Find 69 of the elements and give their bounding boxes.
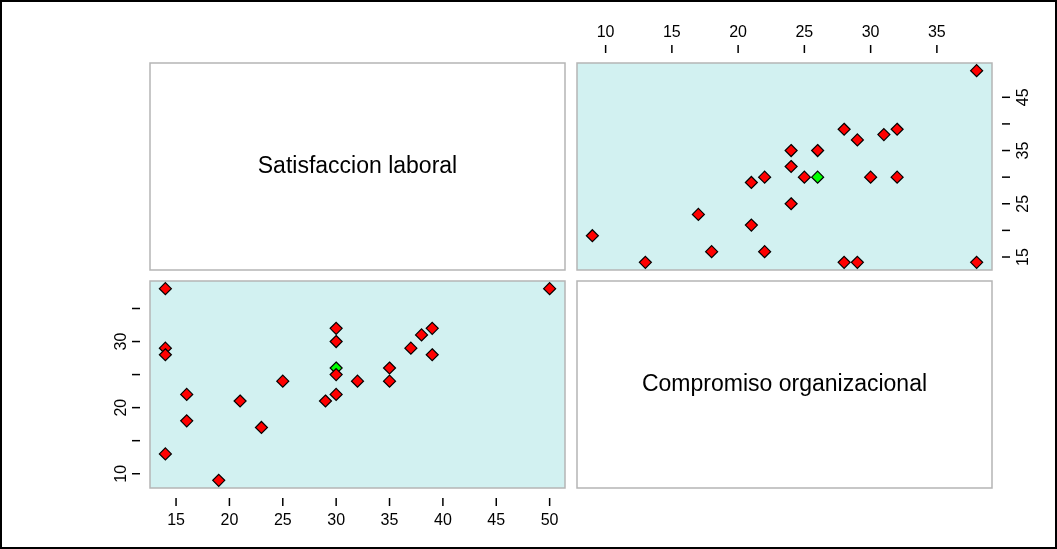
point (276, 374, 290, 388)
text: Satisfaccion laboral (257, 151, 458, 178)
point (758, 170, 772, 184)
point (329, 387, 343, 402)
point (744, 218, 758, 232)
point (784, 159, 798, 174)
x-tick-label: 35 (380, 511, 399, 528)
x-tick-label: 20 (729, 23, 748, 40)
point (864, 170, 878, 184)
point (350, 374, 365, 388)
x-tick-label: 25 (273, 511, 292, 528)
x-tick-label: 35 (927, 23, 946, 40)
point (705, 245, 719, 259)
point (797, 170, 811, 184)
text: Compromiso organizacional (641, 369, 928, 396)
point (180, 414, 194, 428)
point (329, 334, 343, 349)
point (837, 122, 851, 136)
point (254, 420, 269, 435)
x-tick-label: 10 (596, 23, 615, 40)
point (382, 374, 397, 388)
point (180, 387, 194, 402)
point (758, 245, 772, 259)
point (850, 255, 864, 269)
y-tick-label: 45 (1014, 88, 1032, 107)
x-tick-label: 30 (861, 23, 880, 40)
point (425, 321, 439, 335)
point (784, 197, 798, 211)
y-tick-label: 10 (112, 464, 130, 483)
point (970, 255, 984, 269)
point (318, 394, 333, 408)
point (329, 321, 343, 335)
point (970, 64, 984, 78)
point (877, 127, 891, 142)
x-tick-label: 15 (167, 511, 186, 528)
x-tick-label: 30 (327, 511, 346, 528)
point (158, 282, 172, 296)
point (890, 170, 904, 184)
point (811, 170, 825, 184)
point (212, 473, 226, 487)
y-tick-label: 35 (1014, 141, 1032, 160)
y-tick-label: 30 (112, 332, 130, 351)
x-tick-label: 40 (433, 511, 452, 528)
x-tick-label: 25 (795, 23, 814, 40)
point (382, 361, 397, 375)
x-tick-label: 15 (662, 23, 681, 40)
point (784, 143, 798, 158)
x-tick-label: 45 (487, 511, 506, 528)
point (811, 143, 825, 158)
point (837, 255, 851, 269)
point (890, 122, 904, 136)
point (414, 328, 429, 342)
point (850, 133, 864, 147)
x-tick-label: 20 (220, 511, 239, 528)
y-tick-label: 15 (1014, 248, 1032, 266)
y-tick-label: 25 (1014, 194, 1032, 213)
point (233, 394, 247, 408)
point (691, 207, 705, 222)
point (158, 348, 172, 362)
point (404, 341, 418, 355)
y-tick-label: 20 (112, 398, 130, 417)
point (158, 447, 172, 461)
point (329, 367, 343, 382)
point (543, 282, 557, 296)
point (638, 255, 652, 269)
x-tick-label: 50 (540, 511, 559, 528)
point (425, 348, 439, 362)
point (744, 175, 758, 190)
point (585, 229, 599, 243)
